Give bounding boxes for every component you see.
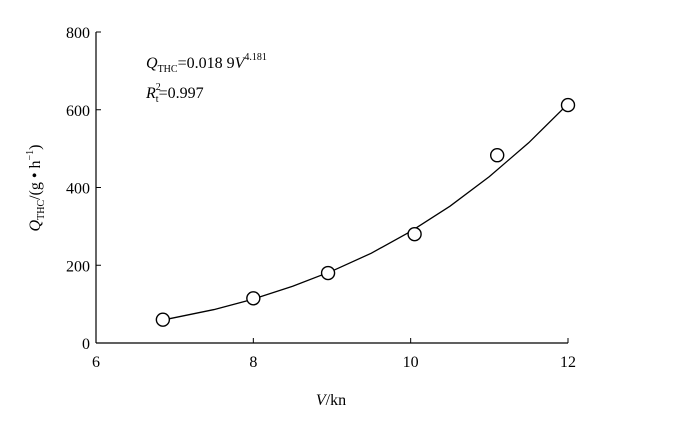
r-part: t [156,94,159,105]
data-point [490,148,505,163]
data-point [246,291,261,306]
eq-part: V [235,55,247,72]
x-label-part: /kn [326,392,346,409]
y-label-part: /(g • h [27,161,44,200]
y-tick-label: 400 [66,181,90,198]
y-label-part: −1 [25,150,36,161]
data-point [560,97,576,113]
y-tick-label: 600 [66,103,90,120]
equation: QTHC=0.018 9V4.181 [146,52,267,75]
x-label-part: V [316,392,328,409]
x-axis-label: V/kn [316,392,346,409]
r-part: R [145,85,156,102]
data-point [155,312,171,327]
y-tick-label: 200 [66,258,90,275]
eq-part: =0.018 9 [178,55,235,72]
y-label-part: Q [27,219,44,231]
x-tick-label: 6 [92,354,100,371]
eq-part: THC [158,64,178,75]
x-tick-label: 12 [560,354,576,371]
y-axis-label: QTHC/(g • h−1) [25,145,47,232]
y-label-part: ) [27,145,44,150]
x-tick-label: 10 [403,354,419,371]
fit-curve [162,103,569,321]
y-label-part: THC [36,200,47,220]
eq-part: 4.181 [244,52,267,63]
r-part: =0.997 [159,85,204,102]
x-tick-label: 8 [249,354,257,371]
data-point [320,265,336,281]
data-point [407,226,422,242]
y-tick-label: 0 [82,336,90,353]
r-part: 2 [156,82,161,93]
eq-part: Q [146,55,158,72]
r-squared: R2 t=0.997 [145,82,204,105]
y-tick-label: 800 [66,25,90,42]
